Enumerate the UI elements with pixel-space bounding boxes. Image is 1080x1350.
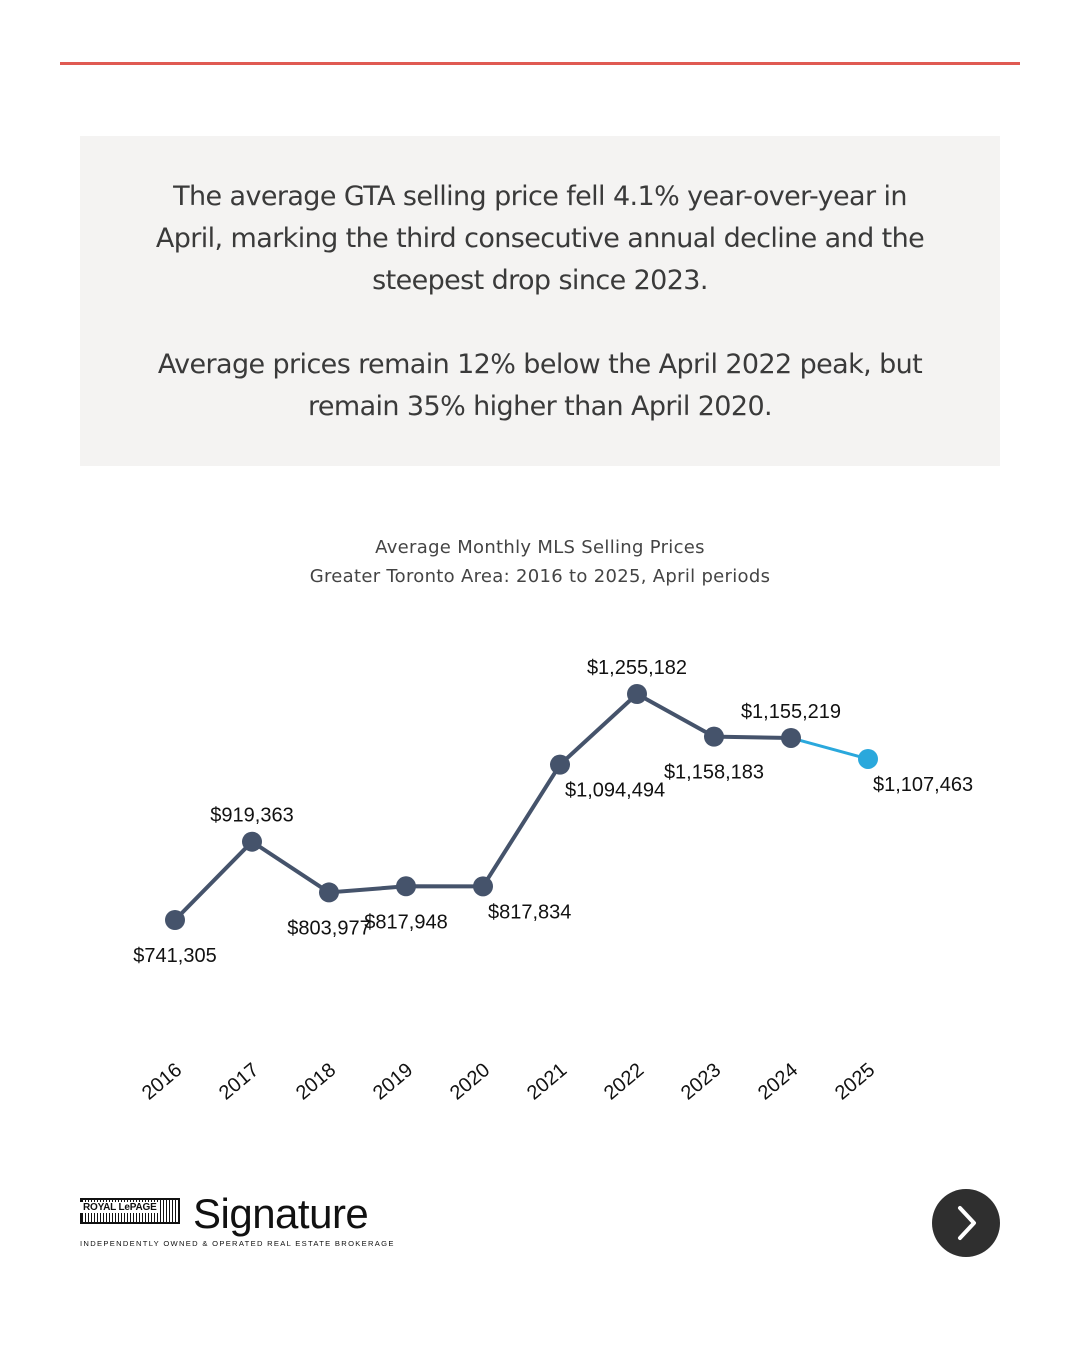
data-point-2023: [704, 726, 724, 747]
data-label-2019: $817,948: [364, 911, 447, 933]
price-line-chart: $741,305 $919,363 $803,977$817,948 $817,834…: [133, 657, 973, 1104]
x-tick-2024: 2024: [754, 1059, 802, 1104]
x-tick-2022: 2022: [600, 1059, 648, 1104]
data-label-2016: $741,305: [133, 945, 216, 967]
x-tick-2025: 2025: [831, 1059, 879, 1104]
x-tick-2021: 2021: [523, 1059, 571, 1104]
x-tick-2016: 2016: [138, 1059, 186, 1104]
brokerage-logo: ROYAL LePAGE Signature INDEPENDENTLY OWN…: [80, 1190, 420, 1260]
data-label-2018: $803,977: [287, 917, 370, 939]
data-point-2019: [396, 876, 416, 897]
data-label-2025: $1,107,463: [873, 774, 973, 796]
data-label-2024: $1,155,219: [741, 701, 841, 723]
summary-panel: The average GTA selling price fell 4.1% …: [80, 136, 1000, 466]
data-label-2017: $919,363: [210, 805, 293, 827]
x-tick-2017: 2017: [215, 1059, 263, 1104]
series-line-latest: [790, 736, 869, 761]
data-label-2023: $1,158,183: [664, 762, 764, 784]
summary-paragraph-1: The average GTA selling price fell 4.1% …: [155, 181, 925, 296]
brand-name: Signature: [193, 1190, 369, 1237]
data-label-2020: $817,834: [488, 901, 571, 923]
chart-subtitle: Greater Toronto Area: 2016 to 2025, Apri…: [309, 566, 771, 587]
next-slide-button[interactable]: [932, 1189, 1000, 1257]
data-label-2022: $1,255,182: [587, 657, 687, 679]
royal-lepage-wordmark: ROYAL LePAGE: [80, 1202, 160, 1213]
data-point-2024: [781, 727, 801, 748]
data-point-2017: [242, 831, 262, 852]
data-point-2021: [550, 754, 570, 775]
chevron-right-icon: [958, 1206, 976, 1240]
brand-tagline: INDEPENDENTLY OWNED & OPERATED REAL ESTA…: [80, 1239, 395, 1248]
x-tick-2018: 2018: [292, 1059, 340, 1104]
data-point-2020: [473, 876, 493, 897]
summary-paragraph-2: Average prices remain 12% below the Apri…: [157, 349, 923, 422]
chart-title: Average Monthly MLS Selling Prices: [375, 537, 705, 558]
data-point-2016: [165, 910, 185, 930]
data-point-2025: [858, 748, 878, 769]
top-accent-rule: [60, 62, 1020, 65]
data-point-2018: [319, 882, 339, 903]
x-tick-2020: 2020: [446, 1059, 494, 1104]
x-tick-2023: 2023: [677, 1059, 725, 1104]
data-point-2022: [627, 684, 647, 704]
data-label-2021: $1,094,494: [565, 780, 665, 802]
x-tick-2019: 2019: [369, 1059, 417, 1104]
